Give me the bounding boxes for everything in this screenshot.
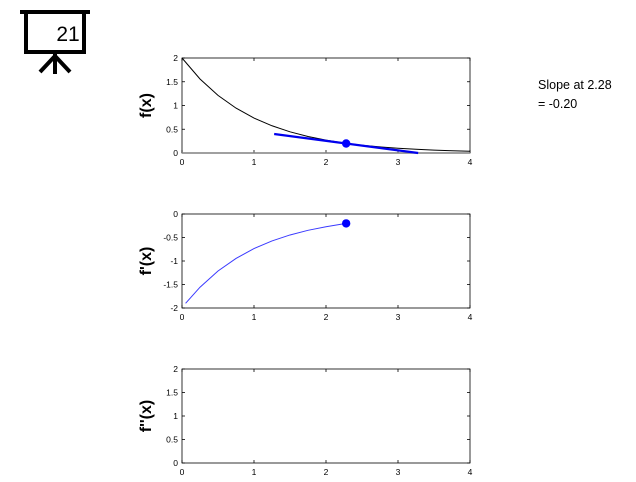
- plot-3-xtick-label: 2: [324, 467, 329, 477]
- plot-3-xtick-label: 0: [180, 467, 185, 477]
- plot-1-frame: [181, 57, 471, 154]
- plot-1-marker-point: [341, 139, 351, 148]
- plot-2-ytick-label: -1: [170, 256, 178, 266]
- plot-1-ytick-label: 0.5: [166, 124, 178, 134]
- presentation-board-icon: 21: [18, 8, 92, 76]
- plot-3-ytick-label: 2: [173, 364, 178, 374]
- plot-3-ytick-label: 1: [173, 411, 178, 421]
- plot-1-ylabel: f(x): [138, 93, 155, 118]
- plot-1-ytick-label: 1: [173, 101, 178, 111]
- plot-3-xtick-label: 3: [396, 467, 401, 477]
- plot-3-xtick-label: 1: [252, 467, 257, 477]
- plot-3-ytick-label: 1.5: [166, 388, 178, 398]
- plot-3-ytick-label: 0.5: [166, 435, 178, 445]
- plot-1-ytick-label: 2: [173, 53, 178, 63]
- slope-annotation-line2: = -0.20: [538, 97, 578, 111]
- plot-2-ytick-label: -2: [170, 303, 178, 313]
- plot-1-xtick-label: 3: [396, 157, 401, 167]
- plot-2-xtick-label: 3: [396, 312, 401, 322]
- plot-2-ytick-label: -0.5: [163, 233, 178, 243]
- presentation-board-icon-graphic: [20, 10, 90, 74]
- plot-2-marker-point: [341, 219, 351, 228]
- plot-1-ytick-label: 1.5: [166, 77, 178, 87]
- plot-1-xtick-label: 4: [468, 157, 473, 167]
- plot-1-xtick-label: 1: [252, 157, 257, 167]
- plot-3-ylabel: f''(x): [138, 400, 155, 433]
- plot-3-xtick-label: 4: [468, 467, 473, 477]
- plot-2-frame: [181, 213, 471, 309]
- plot-2-ylabel: f'(x): [138, 247, 155, 276]
- plot-1-xtick-label: 2: [324, 157, 329, 167]
- plot-2-series-line: [185, 222, 347, 304]
- slope-annotation: Slope at 2.28 = -0.20: [538, 76, 612, 114]
- plot-2-xtick-label: 1: [252, 312, 257, 322]
- plot-2-ytick-label: 0: [173, 209, 178, 219]
- plot-2-xtick-label: 2: [324, 312, 329, 322]
- plot-3-frame: [181, 368, 471, 464]
- plot-2-ytick-label: -1.5: [163, 280, 178, 290]
- plot-2-xtick-label: 0: [180, 312, 185, 322]
- slope-annotation-line1: Slope at 2.28: [538, 78, 612, 92]
- slide-number: 21: [56, 23, 80, 46]
- plot-2-xtick-label: 4: [468, 312, 473, 322]
- plot-3-ytick-label: 0: [173, 458, 178, 468]
- plot-1-ytick-label: 0: [173, 148, 178, 158]
- plot-1-xtick-label: 0: [180, 157, 185, 167]
